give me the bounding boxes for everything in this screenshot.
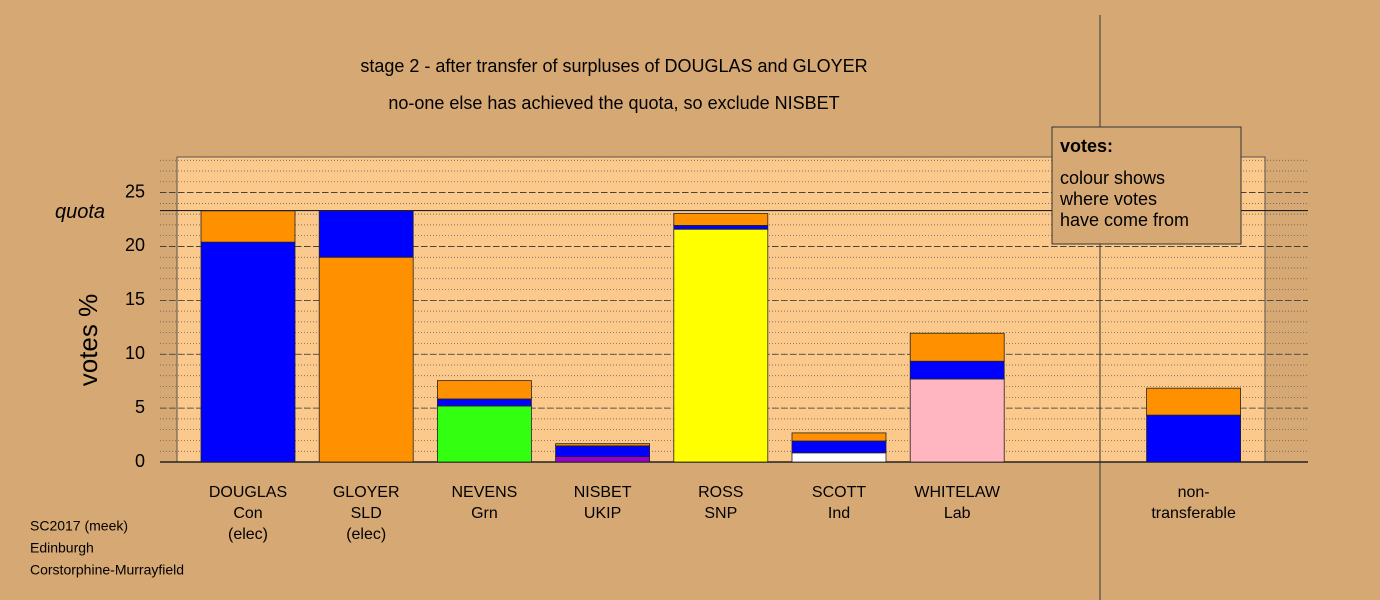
x-tick-label: SNP (704, 505, 737, 522)
x-tick-label: transferable (1151, 505, 1236, 522)
bar-segment (555, 443, 650, 447)
y-axis-label: votes % (73, 294, 103, 387)
x-tick-label: (elec) (346, 526, 386, 543)
bar-segment (673, 225, 769, 230)
bar-segment (436, 380, 532, 400)
bar-segment (200, 210, 296, 243)
y-tick-label: 20 (125, 235, 145, 255)
chart-subtitle: no-one else has achieved the quota, so e… (388, 93, 839, 113)
x-tick-label: NEVENS (452, 484, 518, 501)
y-tick-label: 25 (125, 181, 145, 201)
legend-title: votes: (1060, 136, 1113, 156)
x-tick-label: Lab (944, 505, 971, 522)
bar-segment (1146, 387, 1241, 416)
bar-segment (436, 405, 532, 463)
legend-text: where votes (1059, 189, 1157, 209)
bar-segment (791, 452, 887, 463)
bar-segment (436, 398, 532, 407)
y-tick-label: 0 (135, 451, 145, 471)
bar-segment (673, 213, 769, 226)
x-tick-label: GLOYER (333, 484, 400, 501)
chart-title: stage 2 - after transfer of surpluses of… (360, 56, 867, 76)
x-tick-label: non- (1178, 484, 1210, 501)
y-tick-label: 15 (125, 289, 145, 309)
bar-segment (318, 256, 414, 463)
footnote-line: SC2017 (meek) (30, 518, 128, 534)
bar-segment (555, 445, 650, 458)
bar-segment (1146, 414, 1241, 463)
x-tick-label: Ind (828, 505, 850, 522)
legend-text: have come from (1060, 210, 1189, 230)
bar-segment (673, 228, 769, 463)
x-tick-label: ROSS (698, 484, 743, 501)
x-tick-label: WHITELAW (914, 484, 1001, 501)
footnote: SC2017 (meek) Edinburgh Corstorphine-Murra… (30, 518, 184, 578)
quota-label: quota (55, 201, 105, 223)
x-tick-label: NISBET (574, 484, 632, 501)
footnote-line: Corstorphine-Murrayfield (30, 562, 184, 578)
x-tick-label: SLD (351, 505, 382, 522)
x-tick-label: Con (233, 505, 262, 522)
bar-segment (909, 378, 1005, 463)
x-tick-label: Grn (471, 505, 498, 522)
y-tick-label: 10 (125, 343, 145, 363)
bars (200, 210, 1241, 463)
bar-segment (791, 432, 887, 442)
bar-segment (318, 210, 414, 258)
x-tick-label: SCOTT (812, 484, 866, 501)
legend-box (1051, 126, 1242, 245)
bar-segment (555, 456, 650, 463)
legend-text: colour shows (1060, 168, 1165, 188)
bar-segment (200, 241, 296, 463)
bar-segment (909, 360, 1005, 380)
y-tick-label: 5 (135, 397, 145, 417)
footnote-line: Edinburgh (30, 540, 94, 556)
x-tick-label: DOUGLAS (209, 484, 287, 501)
bar-segment (909, 332, 1005, 362)
x-tick-label: UKIP (584, 505, 621, 522)
x-tick-label: (elec) (228, 526, 268, 543)
bar-segment (791, 440, 887, 454)
labels: 0 5 10 15 20 25 quota DOUGLAS Con (elec) GLOYER SLD… (55, 181, 1236, 543)
